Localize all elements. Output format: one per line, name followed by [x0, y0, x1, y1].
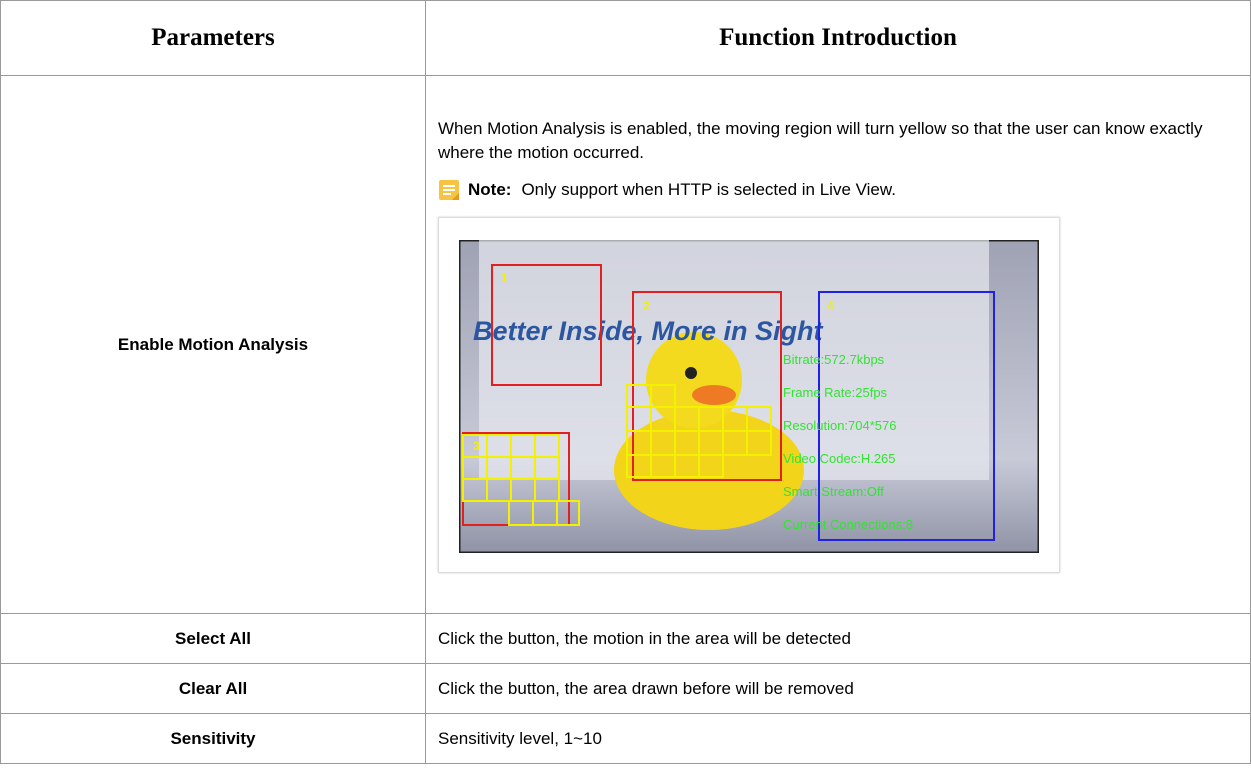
note: Note: Only support when HTTP is selected… [438, 179, 1238, 201]
note-icon [439, 179, 459, 200]
note-label: Note: [468, 179, 512, 199]
camera-image: Better Inside, More in Sight 1 2 3 4 Bit… [459, 239, 1039, 553]
overlay-text: Current Connections:8 [783, 517, 913, 532]
region-number: 3 [473, 439, 480, 453]
description: When Motion Analysis is enabled, the mov… [438, 118, 1203, 162]
region-number: 4 [827, 299, 834, 313]
description-cell: Click the button, the motion in the area… [425, 613, 1251, 664]
overlay-text: Frame Rate:25fps [783, 385, 888, 400]
header-cell: Parameters [0, 0, 426, 76]
overlay-text: Video Codec:H.265 [783, 451, 896, 466]
overlay-text: Smart Stream:Off [783, 484, 884, 499]
description-cell: When Motion Analysis is enabled, the mov… [425, 75, 1251, 614]
note-text: Only support when HTTP is selected in Li… [521, 179, 896, 199]
row: Enable Motion Analysis When Motion Analy… [0, 75, 1251, 614]
row: Sensitivity Sensitivity level, 1~10 [0, 713, 1251, 764]
parameter-cell: Select All [0, 613, 426, 664]
region-number: 1 [501, 271, 508, 285]
parameter-cell: Sensitivity [0, 713, 426, 764]
image-frame: Better Inside, More in Sight 1 2 3 4 Bit… [438, 216, 1060, 573]
image-caption: Better Inside, More in Sight [473, 316, 824, 346]
parameter-cell: Enable Motion Analysis [0, 75, 426, 614]
row: Select All Click the button, the motion i… [0, 613, 1251, 664]
overlay-text: Bitrate:572.7kbps [783, 352, 885, 367]
row: Clear All Click the button, the area draw… [0, 663, 1251, 714]
header-cell: Function Introduction [425, 0, 1251, 76]
description-cell: Sensitivity level, 1~10 [425, 713, 1251, 764]
region-number: 2 [643, 299, 650, 313]
header-row: Parameters Function Introduction [0, 0, 1251, 76]
parameter-cell: Clear All [0, 663, 426, 714]
overlay-text: Resolution:704*576 [783, 418, 896, 433]
description-cell: Click the button, the area drawn before … [425, 663, 1251, 714]
